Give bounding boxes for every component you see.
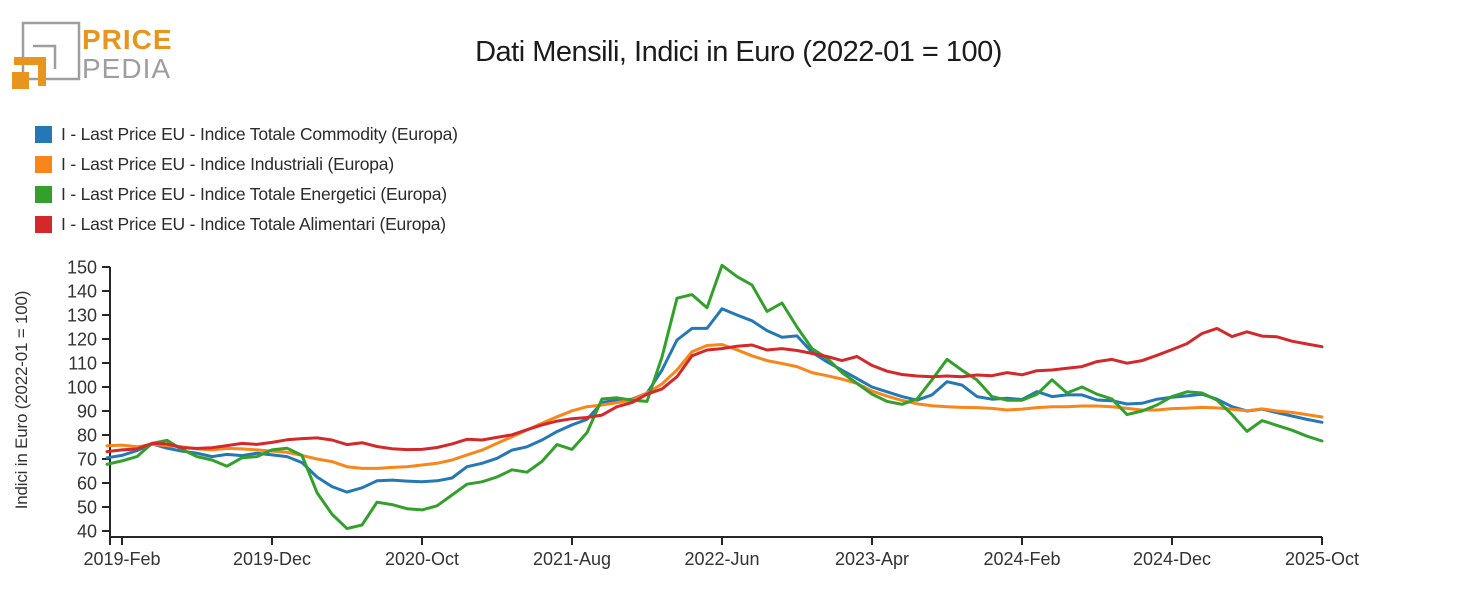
legend-swatch-alimentari-icon [35, 215, 52, 233]
chart-legend: I - Last Price EU - Indice Totale Commod… [35, 119, 458, 239]
legend-label: I - Last Price EU - Indice Totale Energe… [61, 183, 447, 204]
legend-item-alimentari: I - Last Price EU - Indice Totale Alimen… [35, 209, 458, 239]
y-tick-label: 70 [77, 450, 97, 470]
series-line-energetici [105, 263, 1324, 531]
x-tick-label: 2024-Feb [983, 549, 1060, 569]
y-tick-label: 110 [68, 354, 97, 374]
legend-label: I - Last Price EU - Indice Industriali (… [61, 153, 394, 174]
y-tick-label: 40 [77, 522, 97, 542]
pricepedia-logo: PRICE PEDIA [10, 8, 240, 98]
x-tick-label: 2021-Aug [533, 549, 611, 569]
x-tick-label: 2025-Oct [1285, 549, 1359, 569]
y-tick-label: 150 [67, 258, 97, 278]
x-tick-label: 2022-Jun [684, 549, 759, 569]
y-tick-label: 80 [77, 426, 97, 446]
legend-label: I - Last Price EU - Indice Totale Commod… [61, 123, 458, 144]
pricepedia-logo-icon: PRICE PEDIA [12, 21, 173, 89]
legend-item-industriali: I - Last Price EU - Indice Industriali (… [35, 149, 458, 179]
series-line-commodity [105, 307, 1324, 494]
line-chart: 40 50 60 70 80 90 100 110 120 130 140 150 2019-Feb 20… [0, 250, 1477, 615]
logo-text-price: PRICE [82, 24, 173, 55]
legend-swatch-industriali-icon [35, 155, 52, 173]
line-chart-canvas: 40 50 60 70 80 90 100 110 120 130 140 150 2019-Feb 20… [67, 258, 1359, 570]
x-tick-label: 2019-Feb [83, 549, 160, 569]
y-tick-label: 90 [77, 402, 97, 422]
y-tick-label: 140 [67, 282, 97, 302]
x-tick-label: 2023-Apr [835, 549, 909, 569]
page-title: Dati Mensili, Indici in Euro (2022-01 = … [475, 36, 1002, 68]
series-line-alimentari [105, 326, 1324, 454]
y-tick-label: 130 [67, 306, 97, 326]
legend-swatch-energetici-icon [35, 185, 52, 203]
legend-swatch-commodity-icon [35, 125, 52, 143]
y-tick-label: 100 [67, 378, 97, 398]
logo-text-pedia: PEDIA [82, 53, 171, 84]
y-tick-label: 60 [77, 474, 97, 494]
legend-item-commodity: I - Last Price EU - Indice Totale Commod… [35, 119, 458, 149]
x-tick-label: 2019-Dec [233, 549, 311, 569]
y-tick-label: 50 [77, 498, 97, 518]
legend-label: I - Last Price EU - Indice Totale Alimen… [61, 213, 446, 234]
legend-item-energetici: I - Last Price EU - Indice Totale Energe… [35, 179, 458, 209]
y-tick-label: 120 [67, 330, 97, 350]
x-tick-label: 2024-Dec [1133, 549, 1211, 569]
x-tick-label: 2020-Oct [385, 549, 459, 569]
